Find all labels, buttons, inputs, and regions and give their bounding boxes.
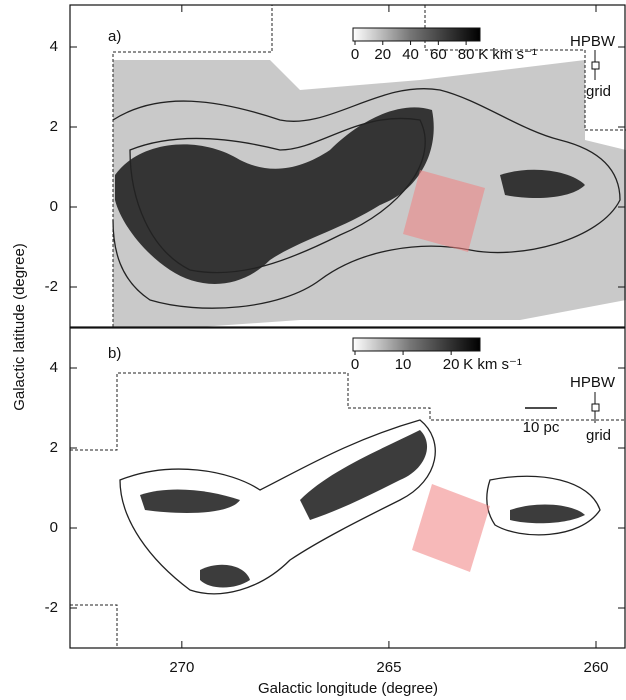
survey-boundary <box>112 5 273 327</box>
y-tick-label: 2 <box>50 118 58 135</box>
grid-label: grid <box>586 427 611 444</box>
colorbar-tick-label: 80 <box>458 46 475 63</box>
colorbar-tick-label: 10 <box>395 356 412 373</box>
panel-frame <box>69 4 626 328</box>
panel-label: b) <box>108 345 121 362</box>
y-tick-label: 4 <box>50 359 58 376</box>
colorbar-label: K km s⁻¹ <box>463 356 522 373</box>
colorbar-label: K km s⁻¹ <box>478 46 537 63</box>
grid-label: grid <box>586 83 611 100</box>
y-tick-label: 4 <box>50 38 58 55</box>
survey-boundary <box>70 372 626 451</box>
x-tick-label: 265 <box>376 659 401 676</box>
colorbar <box>352 337 481 352</box>
highlight-region <box>403 170 485 252</box>
y-tick-label: -2 <box>45 278 58 295</box>
x-tick-label: 270 <box>169 659 194 676</box>
x-tick-label: 260 <box>583 659 608 676</box>
y-tick-label: 0 <box>50 198 58 215</box>
beam-label: HPBW <box>570 33 616 50</box>
beam-marker <box>591 61 600 70</box>
scale-label: 10 pc <box>523 419 560 436</box>
beam-label: HPBW <box>570 374 616 391</box>
beam-marker <box>591 403 600 412</box>
y-tick-label: -2 <box>45 599 58 616</box>
panel-frame <box>69 327 626 649</box>
colorbar-tick-label: 20 <box>374 46 391 63</box>
y-tick-label: 2 <box>50 439 58 456</box>
y-axis-label: Galactic latitude (degree) <box>11 243 28 411</box>
emission-map-b <box>119 419 601 595</box>
highlight-region <box>412 484 490 572</box>
colorbar-tick-label: 0 <box>351 356 359 373</box>
emission-map-a <box>112 60 626 327</box>
y-tick-label: 0 <box>50 519 58 536</box>
colorbar-tick-label: 20 <box>443 356 460 373</box>
survey-boundary <box>70 604 118 648</box>
panel-label: a) <box>108 28 121 45</box>
colorbar-tick-label: 0 <box>351 46 359 63</box>
colorbar-tick-label: 60 <box>430 46 447 63</box>
colorbar-tick-label: 40 <box>402 46 419 63</box>
x-axis-label: Galactic longitude (degree) <box>258 680 438 697</box>
colorbar <box>352 27 481 42</box>
